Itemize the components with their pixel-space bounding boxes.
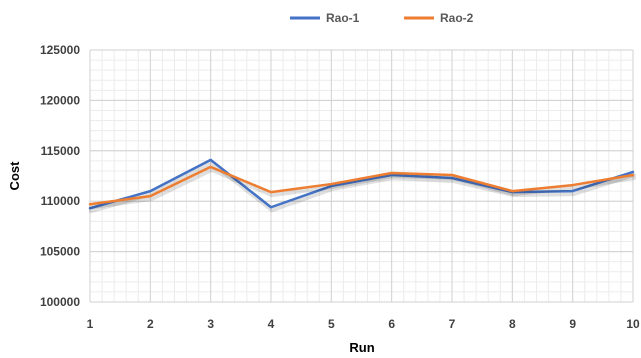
x-tick-label: 4 [268,317,275,331]
minor-gridlines [90,49,633,303]
series-line-rao-2 [88,165,635,206]
x-axis-ticks: 1 2 3 4 5 6 7 8 9 10 [87,317,640,331]
series-layer [88,158,636,214]
y-tick-label: 100000 [40,295,80,309]
y-tick-label: 105000 [40,245,80,259]
y-axis-ticks: 100000 105000 110000 115000 120000 125000 [40,43,80,309]
series-shadow-rao-2 [89,167,636,210]
series-shadow-rao-1 [89,160,636,214]
x-tick-label: 2 [147,317,154,331]
y-tick-label: 110000 [41,194,81,208]
series-line-rao-1 [88,158,635,210]
x-tick-label: 10 [626,317,640,331]
legend-label-rao-1: Rao-1 [326,11,360,25]
x-tick-label: 3 [207,317,214,331]
legend-label-rao-2: Rao-2 [440,11,474,25]
major-gridlines [89,49,634,303]
x-axis-title: Run [349,340,374,355]
x-tick-label: 5 [328,317,335,331]
x-tick-label: 1 [87,317,94,331]
y-axis-title: Cost [7,161,22,191]
x-tick-label: 6 [388,317,395,331]
legend: Rao-1 Rao-2 [290,11,474,25]
x-tick-label: 8 [509,317,516,331]
y-tick-label: 125000 [40,43,80,57]
x-tick-label: 7 [449,317,456,331]
x-tick-label: 9 [569,317,576,331]
y-tick-label: 120000 [40,93,80,107]
y-tick-label: 115000 [41,144,81,158]
